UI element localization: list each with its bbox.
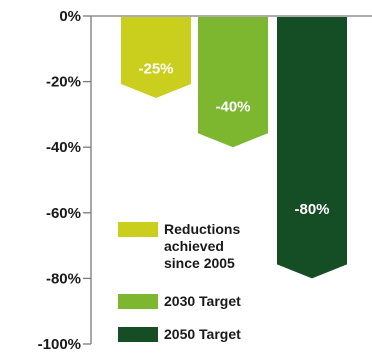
legend-label: Reductions bbox=[164, 221, 240, 237]
bar-value-label: -80% bbox=[294, 201, 329, 218]
y-tick-label: -100% bbox=[38, 336, 81, 353]
bar-1 bbox=[121, 17, 191, 98]
y-tick-label: -40% bbox=[46, 139, 81, 156]
y-tick-label: -80% bbox=[46, 270, 81, 287]
bar-value-label: -25% bbox=[138, 60, 173, 77]
legend-swatch bbox=[118, 327, 158, 342]
bar-value-label: -40% bbox=[215, 99, 250, 116]
legend-label: since 2005 bbox=[164, 255, 235, 271]
y-tick-label: -20% bbox=[46, 74, 81, 91]
legend-label: achieved bbox=[164, 238, 224, 254]
bar-2 bbox=[198, 17, 268, 148]
bar-3 bbox=[277, 17, 347, 279]
y-tick-label: 0% bbox=[59, 8, 81, 25]
legend-label: 2030 Target bbox=[164, 293, 241, 309]
y-axis: 0% -20% -40% -60% -80% -100% bbox=[38, 8, 372, 353]
legend-swatch bbox=[118, 222, 158, 237]
legend-label: 2050 Target bbox=[164, 326, 241, 342]
legend-swatch bbox=[118, 294, 158, 309]
bars: -25% -40% -80% bbox=[121, 17, 347, 279]
y-tick-label: -60% bbox=[46, 205, 81, 222]
